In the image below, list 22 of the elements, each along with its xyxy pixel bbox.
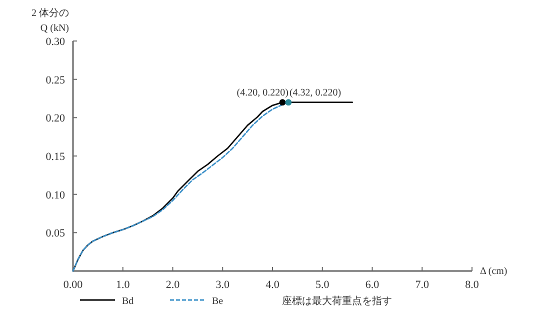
y-tick-label: 0.05: [46, 228, 66, 240]
x-axis-title: Δ (cm): [480, 266, 508, 277]
x-tick-label: 8.0: [465, 279, 480, 291]
x-tick-label: 6.0: [365, 279, 380, 291]
y-tick-label: 0.10: [46, 189, 66, 202]
x-tick-label: 1.0: [116, 279, 130, 291]
y-tick-label: 0.25: [46, 74, 66, 86]
annotation: (4.20, 0.220): [236, 87, 288, 98]
x-tick-label: 3.0: [216, 279, 230, 291]
y-axis-title: 2 体分の Q (kN): [32, 7, 69, 34]
legend-label: Bd: [122, 296, 134, 307]
legend-label: Be: [212, 296, 224, 307]
y-tick-label: 0.30: [46, 36, 66, 48]
x-tick-label: 2.0: [166, 279, 180, 291]
annotation: (4.32, 0.220): [289, 87, 342, 98]
y-tick-label: 0.20: [46, 112, 66, 125]
x-tick-label: 4.0: [266, 279, 280, 291]
x-tick-label: 0.00: [63, 279, 84, 291]
text: 座標は最大荷重点を指す: [282, 295, 392, 307]
x-tick-label: 7.0: [415, 279, 430, 291]
y-tick-label: 0.15: [46, 151, 66, 163]
x-tick-label: 5.0: [316, 279, 330, 291]
